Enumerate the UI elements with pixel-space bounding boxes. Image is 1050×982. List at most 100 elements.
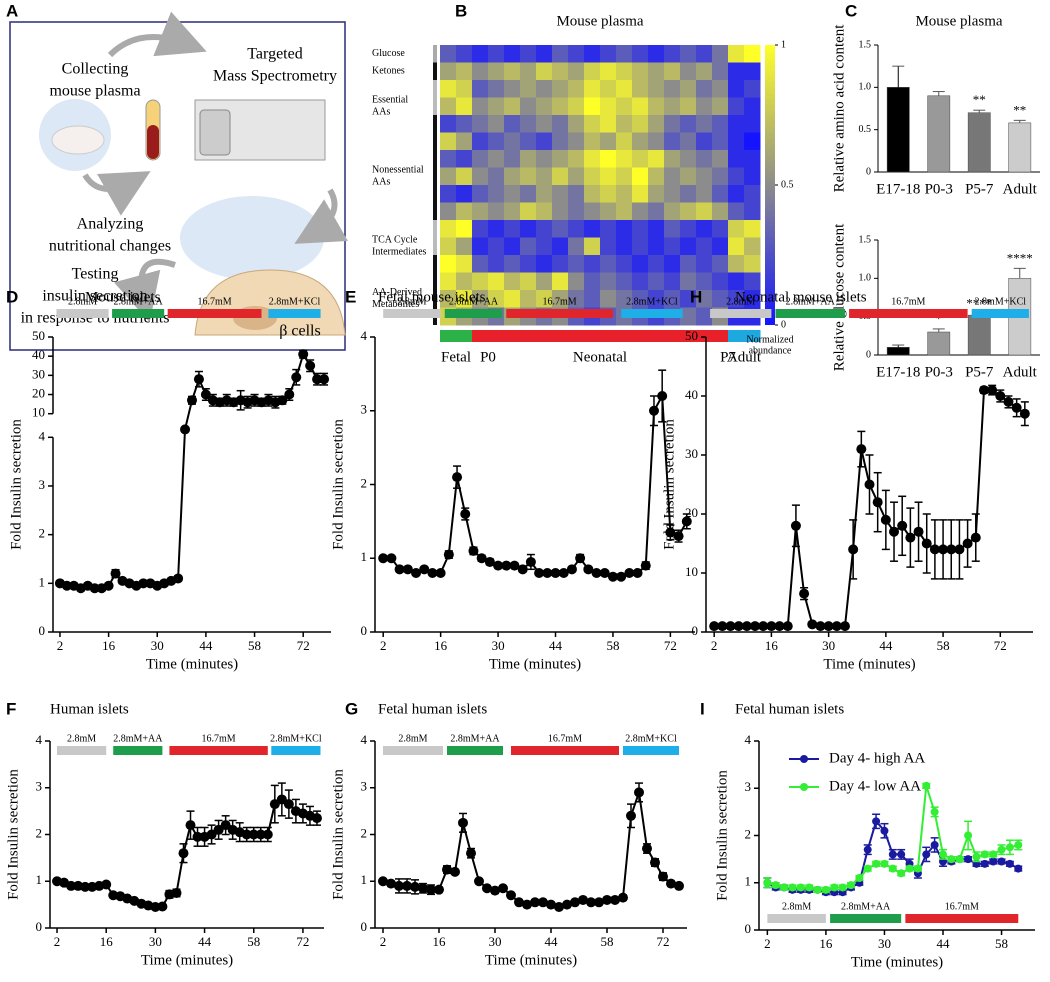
significance-label: ** [973,92,986,107]
significance-label: ** [1013,102,1026,117]
heatmap-cell [504,150,521,168]
x-axis-label: Time (minutes) [851,954,943,970]
heatmap-cell [696,132,713,151]
condition-label: 2.8mM [726,296,755,307]
column-group-bar [712,330,729,342]
heatmap-cell [552,202,569,221]
heatmap-cell [504,62,521,81]
data-point [101,879,112,890]
data-point [386,553,397,564]
heatmap-cell [440,167,457,186]
data-point [954,544,965,555]
row-group-bar [433,150,437,168]
data-point [1005,843,1014,852]
row-group-bar [433,45,437,63]
heatmap-cell [616,167,633,186]
row-label: Nonessential [372,165,424,176]
data-point [897,869,906,878]
x-tick-label: 2 [54,934,61,949]
data-point [586,897,596,908]
data-point [681,516,692,527]
data-point [402,564,413,575]
condition-bar [57,746,107,755]
y-tick-label: 0 [361,623,368,638]
row-label: Ketones [372,66,405,77]
data-point [905,532,916,543]
data-point [657,391,668,401]
y-tick-label: 20 [32,386,45,401]
heatmap-cell [616,272,633,291]
heatmap-cell [440,255,457,273]
heatmap-cell [584,220,601,238]
data-point [498,883,508,894]
heatmap-cell [584,237,601,256]
data-point [771,881,780,890]
series-line [59,351,325,590]
heatmap-cell [568,132,585,151]
heatmap-cell [744,272,761,291]
heatmap-cell [552,115,569,133]
heatmap-cell [712,97,729,116]
heatmap-cell [600,220,617,238]
data-point [610,894,620,905]
condition-label: 2.8mM+AA [841,901,891,912]
y-tick-label: 2 [361,825,368,840]
heatmap-cell [712,290,729,308]
chart-title: Fetal human islets [735,701,844,717]
condition-label: 16.7mM [198,296,232,307]
heatmap-cell [568,45,585,63]
data-point [626,810,636,821]
data-point [813,885,822,894]
data-point [468,545,479,556]
heatmap-cell [600,255,617,273]
x-tick-label: 30 [878,936,891,951]
heatmap-cell [552,62,569,81]
heatmap-cell [456,255,473,273]
data-point [799,588,810,599]
heatmap-cell [696,220,713,238]
data-point [466,848,476,859]
heatmap-cell [744,115,761,133]
data-point [1014,840,1023,849]
data-point [831,621,842,632]
heatmap-cell [616,255,633,273]
heatmap-cell [744,202,761,221]
condition-label: 2.8mM+KCl [269,296,321,307]
heatmap-cell [616,115,633,133]
heatmap-cell [600,115,617,133]
data-point [599,568,610,578]
heatmap-cell [488,132,505,151]
data-point [474,876,484,887]
heatmap-cell [472,115,489,133]
data-point [930,840,939,849]
y-tick-label: 10 [685,564,698,579]
condition-label: 2.8mM+AA [449,296,499,307]
data-point [411,568,422,578]
heatmap-cell [488,272,505,291]
heatmap-cell [520,97,537,116]
data-point [805,883,814,892]
heatmap-cell [520,237,537,256]
heatmap-cell [712,62,729,81]
heatmap-cell [616,132,633,151]
heatmap-cell [536,115,553,133]
data-point [173,573,184,584]
heatmap-cell [504,185,521,203]
data-point [110,568,121,579]
condition-label: 2.8mM [398,733,427,744]
diagram-label: insulin secretion [42,288,147,305]
legend-marker [800,783,808,791]
data-point [922,850,931,859]
data-point [607,571,618,582]
heatmap-cell [696,115,713,133]
data-point [666,878,676,889]
heatmap-cell [744,220,761,238]
heatmap-cell [504,237,521,256]
heatmap-cell [728,115,745,133]
panel-letter: E [345,287,356,306]
arrow [107,11,207,58]
heatmap-cell [600,150,617,168]
condition-label: 16.7mM [548,733,582,744]
heatmap-cell [712,150,729,168]
x-tick-label: 16 [100,934,114,949]
